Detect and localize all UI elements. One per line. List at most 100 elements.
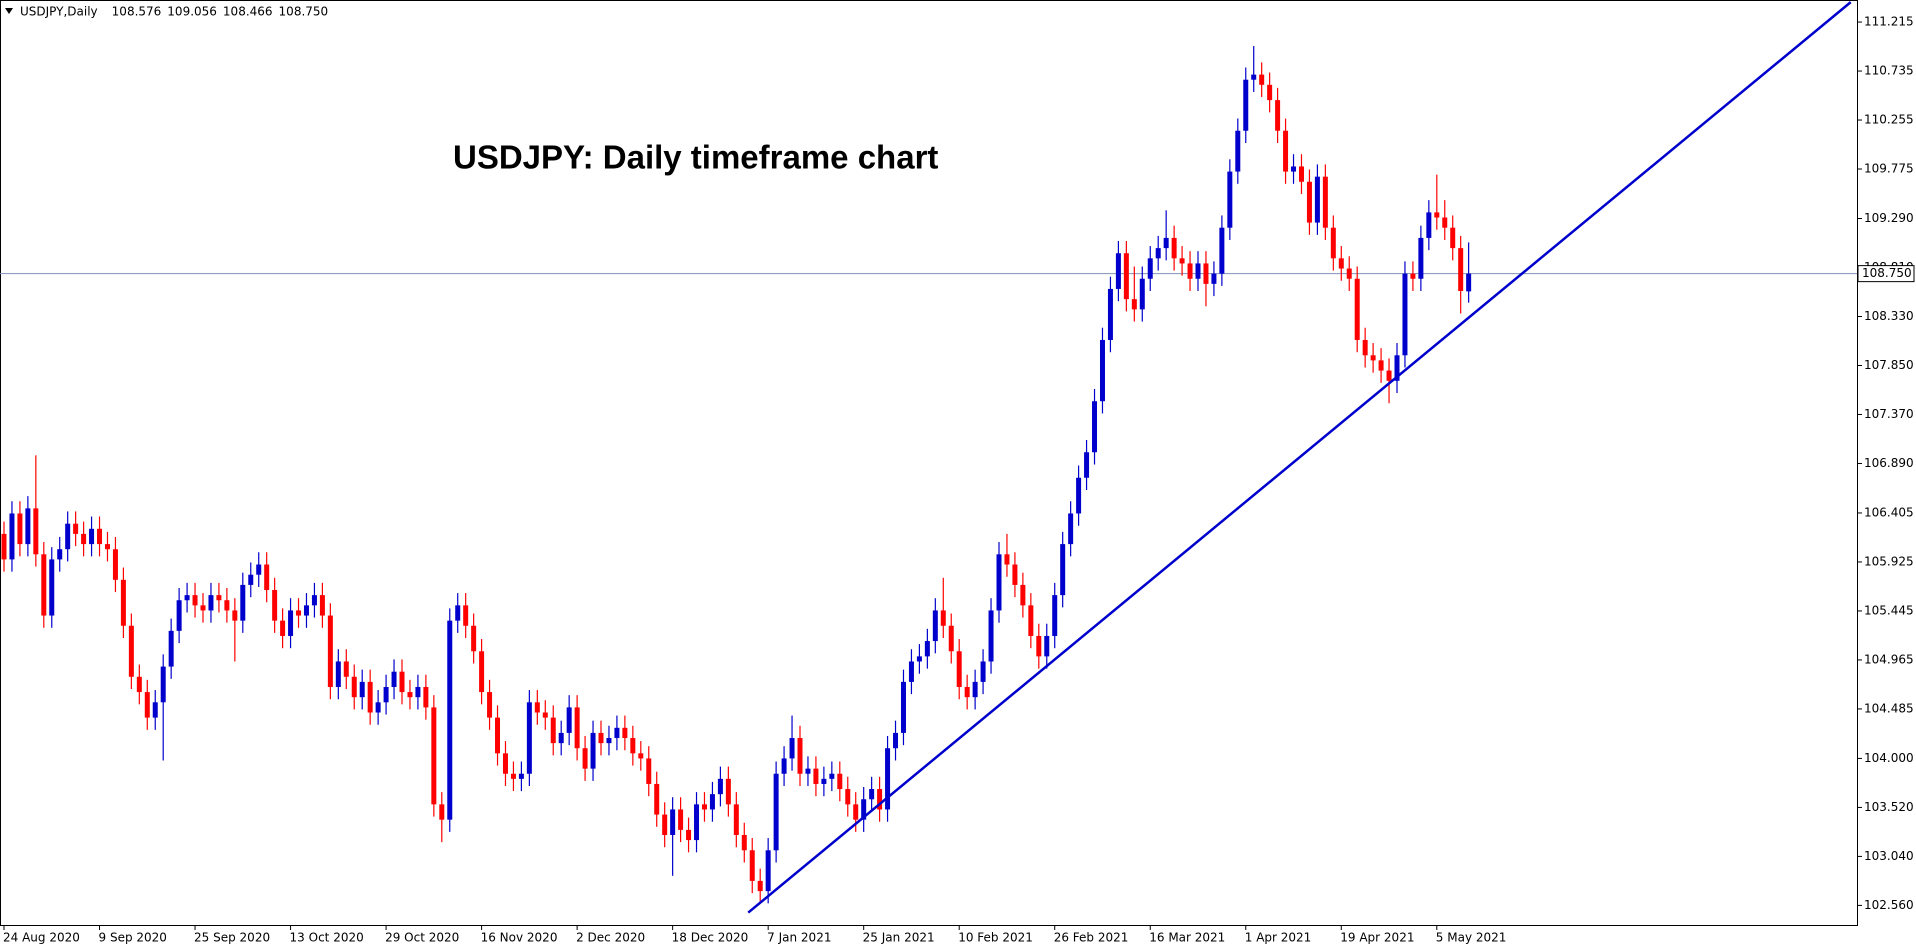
candle-body [574, 707, 580, 749]
candle-body [1442, 217, 1448, 228]
y-tick-label: 111.215 [1864, 15, 1914, 29]
candle-body [415, 686, 421, 698]
candle-body [534, 702, 540, 713]
candle-body [152, 702, 158, 718]
y-tick-label: 107.850 [1864, 358, 1914, 372]
candle-body [1211, 273, 1217, 284]
candle-body [1259, 74, 1265, 85]
candle-body [964, 686, 970, 698]
candle-body [725, 778, 731, 805]
candle-body [1450, 227, 1456, 249]
candle-body [598, 732, 604, 744]
candle-body [1227, 171, 1233, 228]
header-low: 108.466 [223, 5, 273, 19]
x-tick-label: 29 Oct 2020 [385, 931, 459, 945]
candle-body [471, 625, 477, 652]
candle-body [1203, 263, 1209, 284]
candle-body [1171, 237, 1177, 259]
candle-body [717, 778, 723, 795]
symbol-label: USDJPY,Daily [20, 5, 98, 19]
candle-body [327, 615, 333, 687]
candle-body [550, 717, 556, 744]
candle-body [558, 732, 564, 744]
candle-body [1275, 100, 1281, 131]
candle-body [988, 610, 994, 662]
y-tick-label: 103.520 [1864, 800, 1914, 814]
candle-body [431, 707, 437, 805]
y-tick-label: 106.890 [1864, 456, 1914, 470]
candle-body [646, 758, 652, 784]
y-tick-label: 103.040 [1864, 849, 1914, 863]
candle-body [1362, 339, 1368, 356]
y-tick-label: 104.485 [1864, 701, 1914, 715]
candle-body [606, 738, 612, 744]
candle-body [280, 620, 286, 636]
candle-body [1020, 584, 1026, 606]
candle-body [701, 804, 707, 810]
candle-body [542, 712, 548, 718]
candle-body [1092, 401, 1098, 453]
candle-body [1466, 273, 1472, 292]
candle-body [1458, 248, 1464, 291]
candle-body [375, 702, 381, 713]
x-tick-label: 26 Feb 2021 [1054, 931, 1129, 945]
candle-body [709, 794, 715, 810]
y-tick-label: 109.290 [1864, 211, 1914, 225]
candle-body [264, 564, 270, 591]
candle-body [1243, 79, 1249, 131]
candle-body [1426, 212, 1432, 238]
candle-body [367, 681, 373, 713]
candle-body [877, 789, 883, 810]
candle-body [1107, 288, 1113, 340]
candle-body [1187, 263, 1193, 279]
candle-body [359, 681, 365, 698]
candle-body [224, 600, 230, 611]
candle-body [343, 661, 349, 677]
candle-body [208, 595, 214, 611]
candle-body [1131, 299, 1137, 310]
candle-body [144, 692, 150, 718]
candle-body [1418, 237, 1424, 279]
candle-body [654, 783, 660, 815]
candle-body [112, 549, 118, 580]
candle-body [351, 676, 357, 698]
candle-body [1036, 635, 1042, 657]
candle-body [104, 544, 110, 550]
candle-body [510, 773, 516, 779]
candle-body [1139, 278, 1145, 310]
candle-body [900, 681, 906, 733]
candle-body [296, 610, 302, 616]
candle-body [924, 641, 930, 657]
candle-body [81, 533, 87, 545]
candle-body [216, 595, 222, 601]
candle-body [1346, 268, 1352, 279]
candle-body [797, 738, 803, 774]
candle-body [582, 748, 588, 769]
candle-body [487, 692, 493, 718]
candle-body [160, 666, 166, 703]
candle-body [479, 651, 485, 693]
y-tick-label: 109.775 [1864, 162, 1914, 176]
candle-body [391, 671, 397, 687]
candle-body [1155, 248, 1161, 259]
x-tick-label: 7 Jan 2021 [767, 931, 831, 945]
plot-frame [0, 0, 1858, 926]
x-tick-label: 24 Aug 2020 [3, 931, 80, 945]
candle-body [813, 768, 819, 784]
candle-body [1004, 554, 1010, 565]
candle-body [972, 681, 978, 698]
candle-body [805, 768, 811, 774]
candle-body [1099, 339, 1105, 402]
candle-body [73, 523, 79, 534]
candle-body [495, 717, 501, 754]
candle-body [622, 727, 628, 739]
candle-body [749, 850, 755, 881]
candle-body [980, 661, 986, 682]
candle-body [240, 584, 246, 621]
candle-body [1, 533, 7, 560]
candle-body [1394, 355, 1400, 381]
candle-body [319, 595, 325, 616]
candle-body [1314, 176, 1320, 223]
candle-body [1012, 564, 1018, 585]
